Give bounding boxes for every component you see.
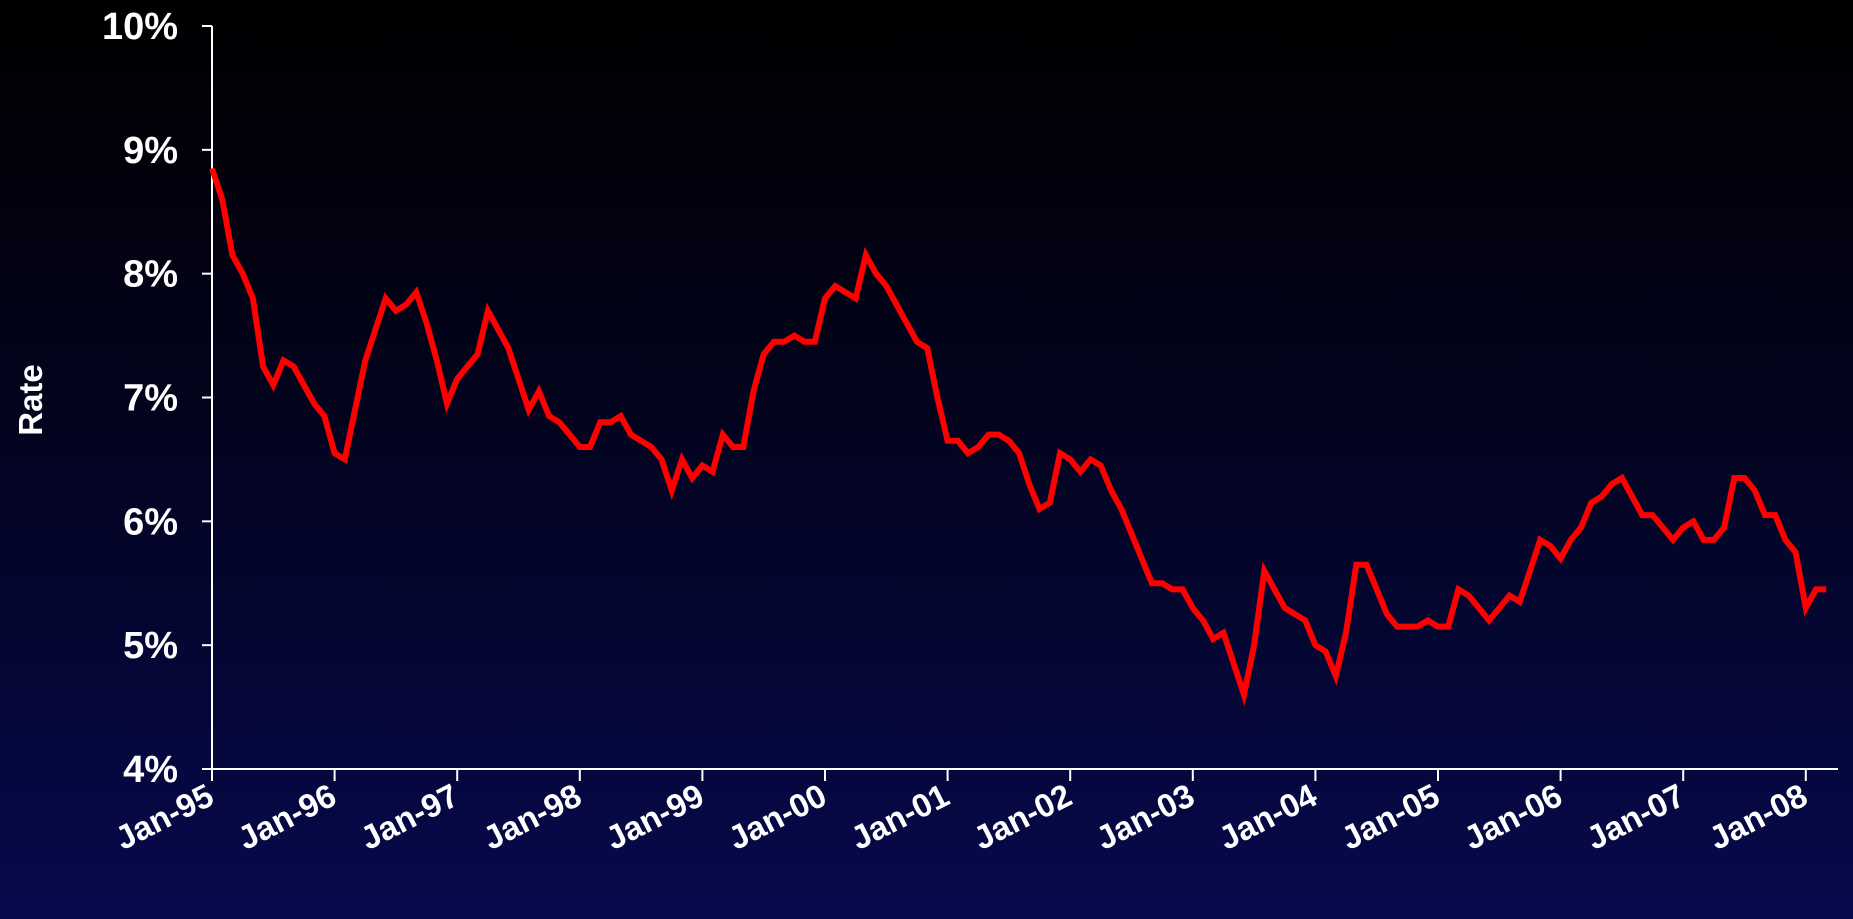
x-tick-label: Jan-07: [1580, 776, 1690, 856]
x-tick-label: Jan-05: [1335, 776, 1445, 856]
axes: [211, 26, 1838, 770]
x-tick-label: Jan-96: [232, 776, 342, 856]
x-tick-label: Jan-06: [1458, 776, 1568, 856]
y-tick-label: 9%: [123, 130, 178, 172]
x-tick-label: Jan-97: [354, 776, 464, 856]
x-tick-label: Jan-00: [722, 776, 832, 856]
x-tick-label: Jan-04: [1213, 776, 1324, 857]
x-tick-label: Jan-98: [477, 776, 587, 856]
y-axis-title-group: Rate: [12, 364, 49, 436]
y-tick-label: 6%: [123, 501, 178, 543]
x-tick-label: Jan-02: [967, 776, 1077, 856]
y-tick-label: 10%: [102, 6, 178, 48]
y-tick-label: 8%: [123, 254, 178, 296]
series-layer: [209, 167, 1827, 707]
x-tick-label: Jan-08: [1703, 776, 1813, 856]
x-tick-label: Jan-03: [1090, 776, 1200, 856]
rate-series-line: [209, 167, 1827, 707]
x-tick-label: Jan-99: [600, 776, 710, 856]
y-tick-label: 5%: [123, 625, 178, 667]
y-ticks: 4% 5% 6% 7% 8% 9% 10%: [102, 6, 212, 791]
x-tick-label: Jan-01: [845, 776, 955, 856]
y-tick-label: 4%: [123, 749, 178, 791]
y-tick-label: 7%: [123, 378, 178, 420]
x-ticks: Jan-95 Jan-96 Jan-97 Jan-98 Jan-99 Jan-00 Jan-…: [109, 769, 1813, 857]
y-axis-title: Rate: [12, 364, 49, 436]
